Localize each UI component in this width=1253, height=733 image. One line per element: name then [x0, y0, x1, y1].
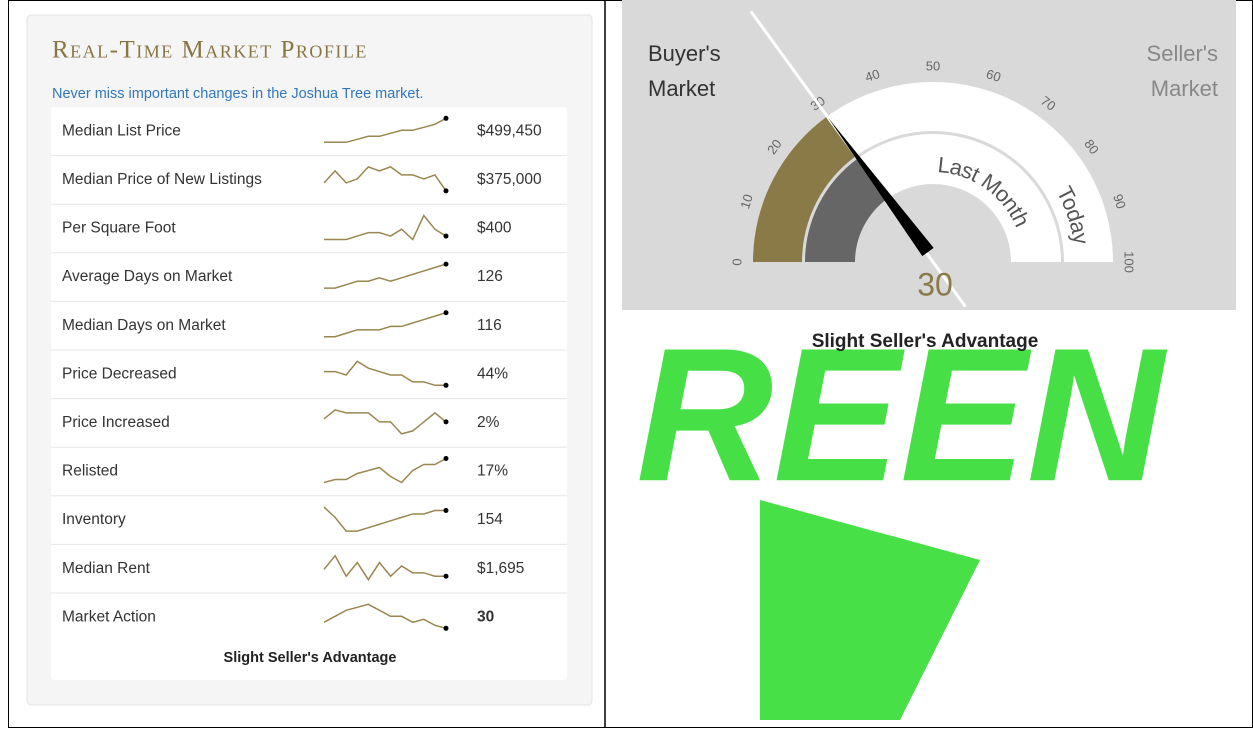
- gauge-tick-label: 20: [764, 136, 785, 157]
- sparkline-end: [443, 419, 449, 425]
- row-label: Inventory: [62, 511, 126, 528]
- row-value: $1,695: [477, 560, 524, 577]
- row-label: Median List Price: [62, 122, 181, 139]
- row-value: 154: [477, 511, 503, 528]
- row-value: 30: [477, 608, 494, 625]
- row-label: Market Action: [62, 608, 156, 625]
- gauge-tick-label: 90: [1110, 192, 1129, 210]
- profile-title: Real-Time Market Profile: [52, 37, 368, 64]
- sparkline-end: [443, 625, 449, 631]
- sparkline: [323, 166, 447, 192]
- sparkline-end: [443, 382, 449, 388]
- row-label: Median Price of New Listings: [62, 171, 262, 188]
- table-bg: [51, 107, 567, 680]
- sparkline-end: [443, 508, 449, 514]
- sparkline-end: [443, 456, 449, 461]
- profile-subtitle: Never miss important changes in the Josh…: [52, 86, 424, 102]
- row-label: Median Rent: [62, 560, 151, 577]
- row-value: 2%: [477, 414, 500, 431]
- row-value: 126: [477, 268, 503, 285]
- gauge-tick-label: 80: [1081, 136, 1102, 157]
- buyer-label: Buyer's: [648, 41, 721, 66]
- gauge-value: 30: [917, 266, 953, 302]
- profile-footer: Slight Seller's Advantage: [224, 650, 397, 666]
- sparkline: [323, 603, 447, 630]
- today-band: [753, 116, 857, 262]
- sparkline-end: [443, 188, 449, 194]
- sparkline-end: [443, 233, 449, 239]
- watermark: REEN: [636, 309, 1168, 521]
- gauge-tick-label: 10: [737, 192, 756, 210]
- sparkline: [323, 409, 447, 435]
- row-label: Average Days on Market: [62, 268, 233, 285]
- sparkline: [324, 311, 447, 338]
- sparkline: [323, 457, 447, 484]
- row-value: $400: [477, 220, 512, 237]
- sparkline: [324, 117, 447, 144]
- gauge-tick-label: 50: [926, 58, 940, 73]
- row-value: 44%: [477, 365, 508, 382]
- row-label: Median Days on Market: [62, 317, 226, 334]
- row-value: $499,450: [477, 122, 542, 139]
- needle: [828, 117, 934, 257]
- sparkline-end: [443, 261, 449, 267]
- row-label: Price Decreased: [62, 365, 177, 382]
- sparkline: [323, 506, 446, 532]
- today-rest: [827, 81, 1113, 262]
- row-value: 17%: [477, 463, 508, 480]
- last-month-rest: [857, 134, 1061, 262]
- sparkline-end: [443, 573, 449, 579]
- sparkline: [324, 360, 446, 387]
- sparkline-end: [443, 115, 449, 121]
- row-label: Per Square Foot: [62, 220, 176, 237]
- sparkline-end: [443, 310, 449, 316]
- gauge-caption: Slight Seller's Advantage: [812, 331, 1039, 352]
- buyer-label: Market: [648, 76, 715, 101]
- gauge-tick-label: 40: [863, 66, 881, 85]
- gauge-tick-label: 60: [984, 66, 1002, 85]
- sparkline: [324, 214, 447, 241]
- seller-label: Market: [1151, 76, 1218, 101]
- gauge-tick-label: 0: [729, 258, 744, 265]
- watermark-shape: [760, 500, 980, 720]
- sparkline: [324, 263, 447, 289]
- row-label: Relisted: [62, 463, 118, 480]
- gauge-tick-label: 100: [1122, 251, 1137, 273]
- sparkline: [323, 554, 446, 582]
- row-value: 116: [477, 317, 502, 334]
- gauge-tick-label: 70: [1038, 93, 1059, 114]
- seller-label: Seller's: [1147, 41, 1218, 66]
- row-label: Price Increased: [62, 414, 170, 431]
- last-month-band: [805, 158, 888, 262]
- row-value: $375,000: [477, 171, 542, 188]
